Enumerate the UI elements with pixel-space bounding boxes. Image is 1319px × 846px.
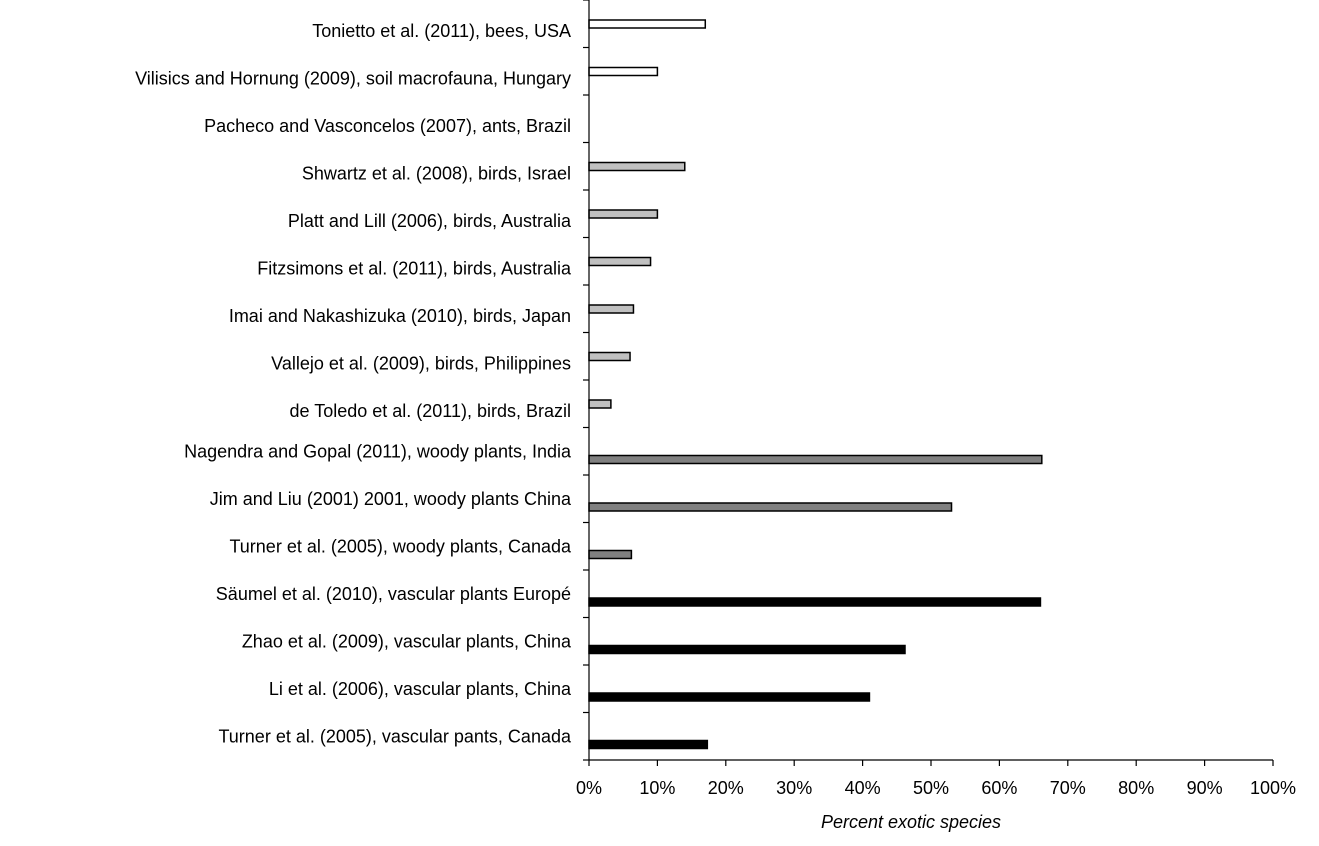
- category-label: Imai and Nakashizuka (2010), birds, Japa…: [229, 306, 571, 326]
- bar: [588, 502, 953, 512]
- x-tick-label: 70%: [1050, 778, 1086, 798]
- category-label: Tonietto et al. (2011), bees, USA: [312, 21, 571, 41]
- bar: [588, 644, 906, 655]
- bar: [588, 209, 659, 219]
- category-labels: Tonietto et al. (2011), bees, USA Vilisic…: [135, 21, 572, 747]
- category-label: Jim and Liu (2001) 2001, woody plants Ch…: [210, 489, 572, 509]
- category-label: Shwartz et al. (2008), birds, Israel: [302, 164, 571, 184]
- bar: [588, 256, 652, 267]
- bars-group: [588, 19, 1043, 750]
- y-axis-ticks: [583, 0, 589, 761]
- category-label: Zhao et al. (2009), vascular plants, Chi…: [242, 632, 572, 652]
- bar: [588, 66, 659, 77]
- x-tick-label: 10%: [639, 778, 675, 798]
- x-tick-label: 50%: [913, 778, 949, 798]
- x-tick-label: 80%: [1118, 778, 1154, 798]
- bar: [588, 19, 707, 29]
- x-tick-label: 20%: [708, 778, 744, 798]
- bar: [588, 351, 631, 362]
- bar: [588, 161, 686, 172]
- category-label: Vilisics and Hornung (2009), soil macrof…: [135, 69, 571, 89]
- x-tick-label: 60%: [981, 778, 1017, 798]
- category-label: Turner et al. (2005), vascular pants, Ca…: [218, 727, 572, 747]
- category-label: Fitzsimons et al. (2011), birds, Austral…: [257, 259, 572, 279]
- x-axis-ticks: 0% 10% 20% 30% 40% 50% 60% 70% 80% 90% 100%: [576, 760, 1296, 798]
- category-label: de Toledo et al. (2011), birds, Brazil: [290, 401, 572, 421]
- x-tick-label: 0%: [576, 778, 602, 798]
- x-tick-label: 90%: [1187, 778, 1223, 798]
- category-label: Nagendra and Gopal (2011), woody plants,…: [184, 442, 572, 462]
- bar: [588, 597, 1042, 607]
- bar: [588, 739, 709, 750]
- category-label: Turner et al. (2005), woody plants, Cana…: [229, 537, 572, 557]
- x-tick-label: 30%: [776, 778, 812, 798]
- bar: [588, 454, 1043, 465]
- bar: [588, 549, 633, 560]
- category-label: Säumel et al. (2010), vascular plants Eu…: [216, 584, 571, 604]
- bar: [588, 692, 871, 702]
- bar: [588, 304, 635, 314]
- category-label: Vallejo et al. (2009), birds, Philippine…: [271, 354, 571, 374]
- category-label: Platt and Lill (2006), birds, Australia: [288, 211, 572, 231]
- x-tick-label: 40%: [845, 778, 881, 798]
- category-label: Pacheco and Vasconcelos (2007), ants, Br…: [204, 116, 571, 136]
- bar: [588, 399, 612, 409]
- x-tick-label: 100%: [1250, 778, 1296, 798]
- x-axis-title: Percent exotic species: [821, 812, 1001, 832]
- category-label: Li et al. (2006), vascular plants, China: [269, 679, 572, 699]
